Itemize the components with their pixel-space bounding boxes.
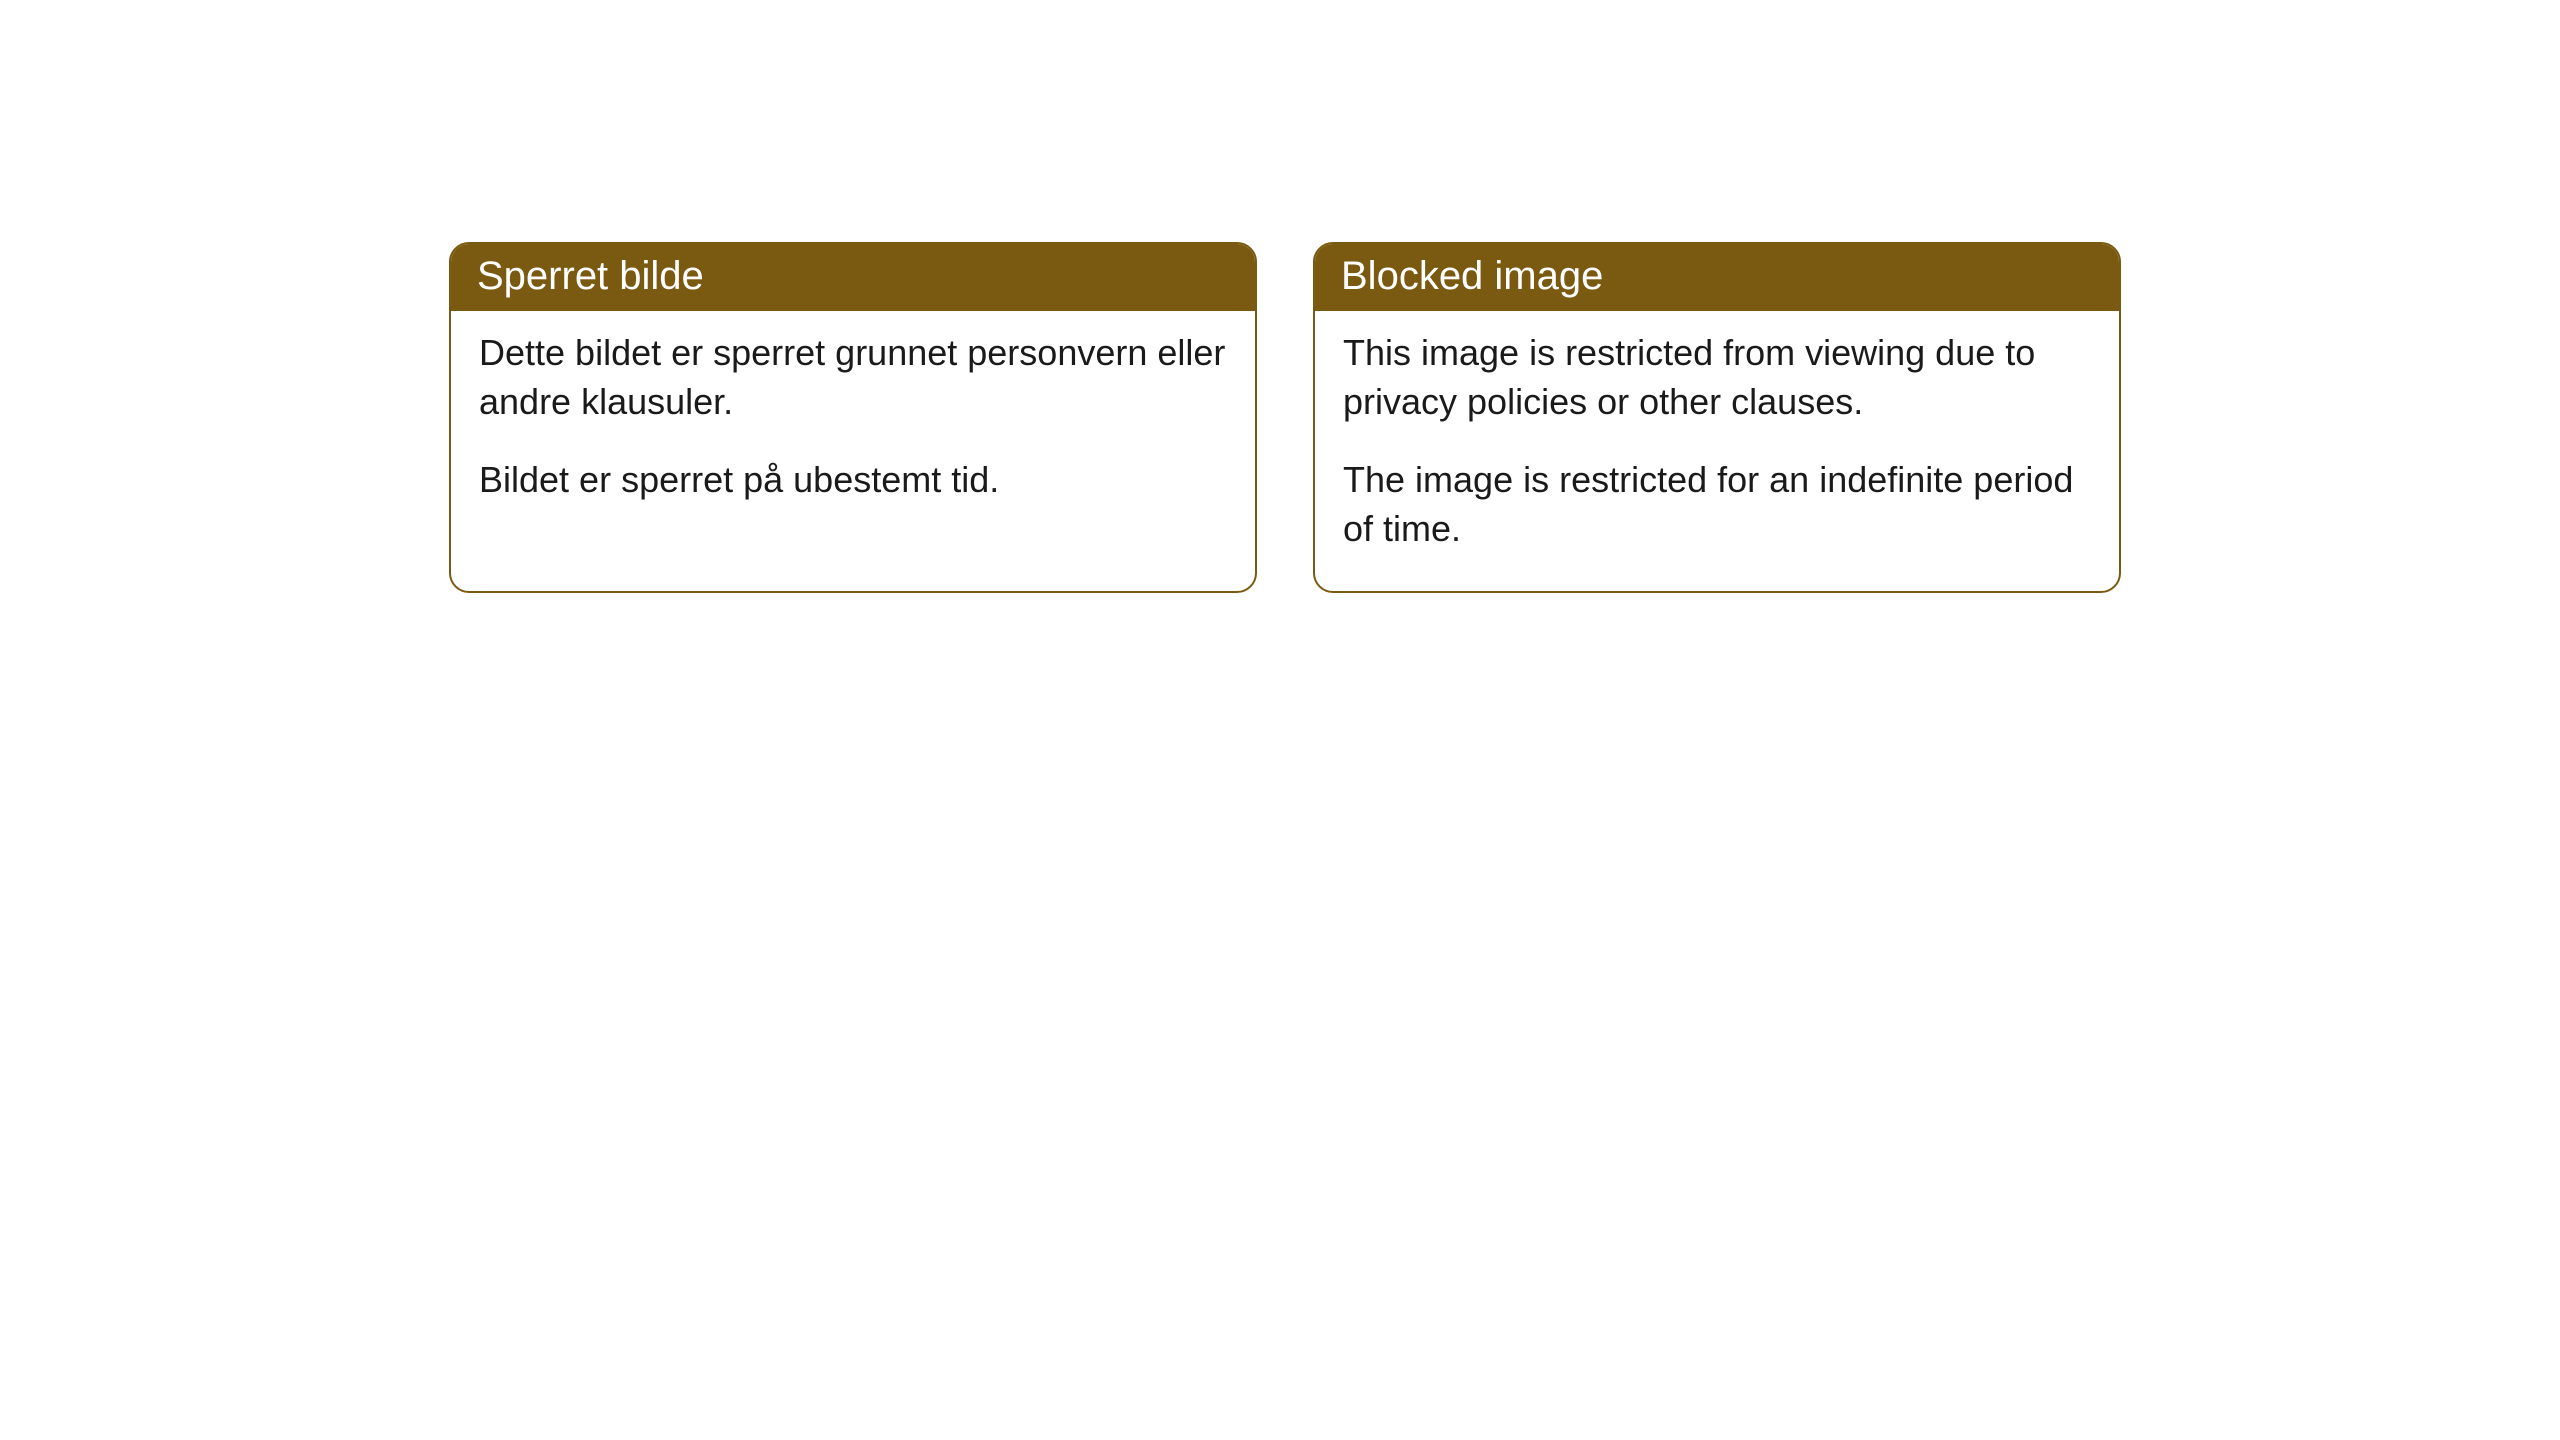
notice-text-2-english: The image is restricted for an indefinit… <box>1343 456 2091 553</box>
notice-card-english: Blocked image This image is restricted f… <box>1313 242 2121 593</box>
notice-text-2-norwegian: Bildet er sperret på ubestemt tid. <box>479 456 1227 505</box>
notice-text-1-norwegian: Dette bildet er sperret grunnet personve… <box>479 329 1227 426</box>
card-body-english: This image is restricted from viewing du… <box>1315 311 2119 591</box>
card-header-norwegian: Sperret bilde <box>451 244 1255 311</box>
card-body-norwegian: Dette bildet er sperret grunnet personve… <box>451 311 1255 543</box>
notice-text-1-english: This image is restricted from viewing du… <box>1343 329 2091 426</box>
notice-card-norwegian: Sperret bilde Dette bildet er sperret gr… <box>449 242 1257 593</box>
notice-container: Sperret bilde Dette bildet er sperret gr… <box>449 242 2121 593</box>
card-header-english: Blocked image <box>1315 244 2119 311</box>
